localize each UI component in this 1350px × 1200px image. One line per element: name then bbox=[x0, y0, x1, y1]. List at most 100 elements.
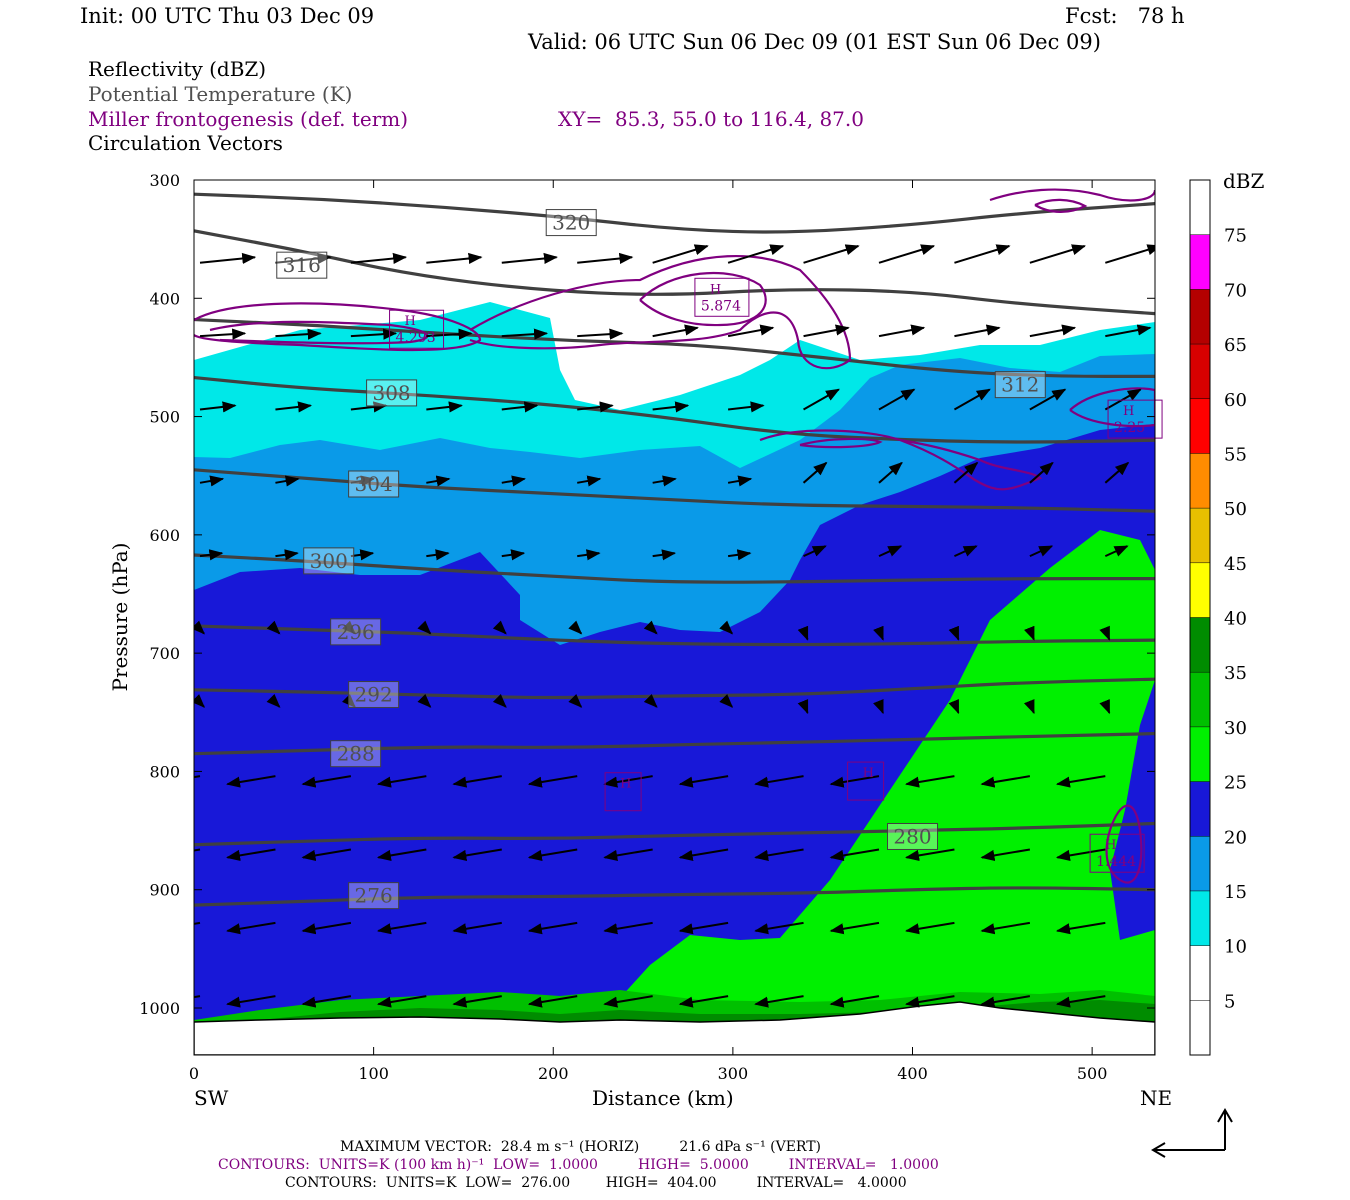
circulation-vector bbox=[342, 620, 356, 635]
fg-max-marker: H bbox=[1123, 404, 1134, 419]
y-tick-label: 400 bbox=[149, 289, 180, 308]
circulation-vector bbox=[727, 549, 752, 561]
theta-label-296: 296 bbox=[337, 620, 375, 644]
circulation-vector bbox=[426, 549, 450, 561]
circulation-vector bbox=[980, 995, 1031, 1008]
circulation-vector bbox=[452, 995, 502, 1008]
circulation-vector bbox=[652, 401, 690, 413]
circulation-vector bbox=[275, 401, 313, 413]
theta-label-box bbox=[303, 547, 355, 575]
plot-frame bbox=[193, 179, 1156, 1056]
circulation-vector bbox=[1029, 244, 1087, 264]
circulation-vector bbox=[301, 995, 352, 1008]
y-tick-label: 1000 bbox=[139, 999, 180, 1018]
colorbar-cell bbox=[1190, 453, 1210, 509]
circulation-vector bbox=[426, 401, 463, 413]
circulation-vector bbox=[577, 475, 602, 487]
circulation-vector bbox=[727, 324, 775, 338]
colorbar-cell bbox=[1190, 672, 1210, 727]
fg-contour bbox=[209, 320, 429, 345]
colorbar-cell bbox=[1190, 836, 1210, 891]
circulation-vector bbox=[678, 775, 729, 788]
fg-max-value: 1.444 bbox=[1096, 854, 1136, 870]
circulation-vector bbox=[802, 461, 828, 484]
fg-contour bbox=[1105, 804, 1143, 884]
circulation-vector bbox=[603, 921, 653, 935]
theta-label-292: 292 bbox=[355, 683, 393, 707]
circulation-vector bbox=[417, 620, 432, 635]
circulation-vector bbox=[492, 620, 507, 635]
fg-max-marker: H bbox=[405, 314, 416, 329]
fg-max-marker: H bbox=[620, 777, 631, 792]
circulation-vector bbox=[577, 549, 601, 561]
circulation-vector bbox=[199, 401, 237, 413]
circulation-vector bbox=[350, 549, 375, 561]
x-axis-label: Distance (km) bbox=[592, 1086, 734, 1110]
theta-label-320: 320 bbox=[552, 211, 590, 235]
field-frontogenesis: Miller frontogenesis (def. term) bbox=[88, 107, 409, 131]
circulation-vector bbox=[501, 252, 558, 265]
colorbar-cell bbox=[1190, 508, 1210, 563]
theta-label-box bbox=[276, 251, 328, 279]
fg-contour bbox=[1034, 198, 1088, 213]
circulation-vector bbox=[954, 244, 1011, 264]
theta-contour-300 bbox=[194, 553, 1155, 584]
colorbar-label: 55 bbox=[1224, 444, 1247, 465]
circulation-vector bbox=[980, 848, 1031, 861]
circulation-vector bbox=[727, 244, 785, 264]
fg-max-box bbox=[847, 761, 885, 801]
circulation-vector bbox=[829, 775, 880, 788]
circulation-vector bbox=[727, 401, 765, 413]
circulation-vector bbox=[226, 995, 276, 1008]
colorbar-cell bbox=[1190, 289, 1210, 345]
circulation-vector bbox=[980, 775, 1031, 788]
circulation-vector bbox=[678, 921, 729, 935]
circulation-vector bbox=[1055, 995, 1106, 1008]
circulation-vector bbox=[803, 545, 827, 558]
circulation-vector bbox=[948, 699, 960, 715]
circulation-vector bbox=[1104, 388, 1142, 411]
circulation-vector bbox=[199, 549, 224, 561]
fg-contour bbox=[989, 188, 1155, 202]
theta-label-box bbox=[887, 822, 939, 850]
field-theta: Potential Temperature (K) bbox=[88, 82, 353, 106]
valid-time: Valid: 06 UTC Sun 06 Dec 09 (01 EST Sun … bbox=[528, 30, 1101, 54]
circulation-vector bbox=[376, 848, 427, 861]
circulation-vector bbox=[1029, 324, 1077, 338]
theta-label-316: 316 bbox=[283, 253, 321, 277]
circulation-vector bbox=[426, 252, 483, 265]
circulation-vector bbox=[194, 848, 201, 852]
circulation-vector bbox=[829, 921, 880, 935]
circulation-vector bbox=[980, 921, 1031, 935]
circulation-vector bbox=[426, 475, 451, 487]
circulation-vectors bbox=[194, 244, 1155, 1008]
fg-contour bbox=[469, 254, 852, 370]
theta-label-box bbox=[348, 882, 400, 910]
colorbar-cell bbox=[1190, 781, 1210, 837]
circulation-vector bbox=[1104, 461, 1130, 484]
circulation-vector bbox=[603, 995, 653, 1008]
circulation-vector bbox=[754, 848, 804, 861]
forecast-hour: Fcst: 78 h bbox=[1065, 4, 1185, 28]
circulation-vector bbox=[652, 244, 709, 264]
circulation-vector bbox=[652, 475, 677, 487]
circulation-vector bbox=[376, 775, 427, 788]
x-tick-label: 0 bbox=[189, 1064, 199, 1083]
colorbar-label: 10 bbox=[1224, 937, 1247, 958]
colorbar-cell bbox=[1190, 1000, 1210, 1055]
circulation-vector bbox=[727, 475, 753, 487]
x-end-left: SW bbox=[194, 1086, 229, 1110]
colorbar-cell bbox=[1190, 234, 1210, 290]
theta-contour-316 bbox=[194, 229, 1155, 316]
theta-label-312: 312 bbox=[1001, 373, 1039, 397]
x-tick-label: 300 bbox=[718, 1064, 749, 1083]
circulation-vector bbox=[376, 921, 427, 935]
circulation-vector bbox=[452, 775, 502, 788]
circulation-vector bbox=[501, 475, 526, 487]
fg-max-box bbox=[694, 277, 750, 317]
colorbar-label: 50 bbox=[1224, 499, 1247, 520]
circulation-vector bbox=[678, 848, 729, 861]
y-axis-label: Pressure (hPa) bbox=[108, 542, 132, 692]
x-tick-label: 200 bbox=[538, 1064, 569, 1083]
